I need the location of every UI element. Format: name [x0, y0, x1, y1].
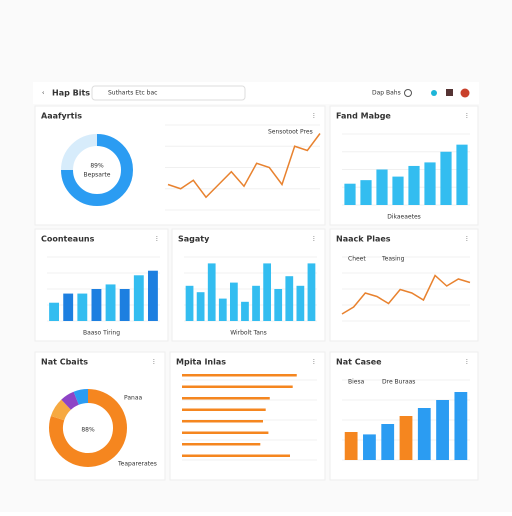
app-title: Hap Bits — [52, 89, 90, 98]
bar — [252, 285, 260, 321]
panel-title: Mpita Inlas — [176, 358, 226, 367]
icon[interactable] — [404, 89, 412, 97]
bar — [218, 298, 227, 321]
bar — [229, 282, 238, 321]
bar — [182, 408, 266, 411]
legend: Cheet — [348, 256, 366, 263]
panel-menu: ⋮ — [464, 113, 470, 120]
bar — [182, 374, 297, 377]
legend: Wirbolt Tans — [230, 330, 267, 337]
panel-title: Coonteauns — [41, 235, 95, 244]
bar — [456, 144, 468, 205]
panel — [329, 228, 479, 342]
bar — [182, 420, 263, 423]
panel-title: Fand Mabge — [336, 112, 391, 121]
note: Sensotoot Pres — [268, 129, 313, 136]
avatar[interactable] — [460, 88, 470, 98]
donut-segment — [50, 399, 72, 421]
panel-title: Nat Cbaits — [41, 358, 88, 367]
bar — [241, 301, 249, 321]
bar — [436, 400, 449, 460]
bar — [381, 424, 395, 460]
legend: Dre Buraas — [382, 379, 415, 386]
panel-menu: ⋮ — [464, 359, 470, 366]
panel-menu: ⋮ — [151, 359, 157, 366]
bar — [424, 162, 436, 205]
panel-menu: ⋮ — [154, 236, 160, 243]
legend: Biesa — [348, 379, 365, 386]
bar — [263, 263, 272, 321]
bar — [440, 151, 452, 205]
panel-menu: ⋮ — [311, 113, 317, 120]
bar — [454, 392, 468, 460]
icon[interactable] — [431, 90, 437, 96]
panel-menu: ⋮ — [464, 236, 470, 243]
donut-sub: Bepsarte — [84, 172, 111, 179]
donut-segment — [61, 391, 80, 410]
search-text: Sutharts Etc bac — [108, 90, 157, 97]
bar — [296, 285, 305, 321]
panel-menu: ⋮ — [311, 359, 317, 366]
legend: Dikaeaetes — [387, 214, 421, 221]
bar — [147, 270, 158, 321]
user-name: Dap Bahs — [372, 90, 401, 97]
panel-title: Aaafyrtis — [41, 112, 82, 121]
panel — [329, 105, 479, 226]
donut-segment — [61, 134, 98, 171]
bar — [196, 292, 205, 321]
line-series — [341, 274, 471, 315]
bar — [91, 289, 102, 321]
donut-segment — [49, 389, 127, 467]
panel — [34, 105, 326, 226]
panel — [34, 228, 169, 342]
bar — [185, 285, 194, 321]
back-icon[interactable]: ‹ — [42, 90, 44, 97]
bar — [363, 434, 376, 460]
bar — [207, 263, 216, 321]
bar — [408, 165, 420, 205]
donut-label: Teaparerates — [117, 461, 157, 468]
bar — [182, 443, 261, 446]
panel — [169, 351, 326, 481]
bar — [274, 289, 283, 321]
bar — [376, 169, 388, 205]
bar — [307, 263, 316, 321]
legend: Baaso Tiring — [83, 330, 120, 337]
bar — [105, 284, 116, 321]
panel-menu: ⋮ — [311, 236, 317, 243]
bar — [63, 293, 74, 321]
bar — [133, 275, 144, 321]
bar — [182, 397, 270, 400]
bar — [77, 293, 88, 321]
panel-title: Sagaty — [178, 235, 210, 244]
panel-title: Nat Casee — [336, 358, 382, 367]
donut-segment — [61, 134, 133, 206]
bar — [49, 302, 60, 321]
legend: Teasing — [381, 256, 405, 263]
panel-title: Naack Plaes — [336, 235, 391, 244]
bar — [182, 454, 290, 457]
donut-center: 89% — [90, 163, 104, 170]
bar — [119, 289, 130, 321]
panel — [171, 228, 326, 342]
donut-label: Panaa — [124, 395, 143, 402]
bar — [344, 183, 356, 205]
donut-segment — [73, 389, 89, 405]
bar — [285, 276, 294, 321]
bar — [344, 432, 358, 460]
bar — [392, 176, 404, 205]
bar — [182, 431, 269, 434]
icon[interactable] — [446, 89, 453, 96]
donut-center: 88% — [81, 427, 95, 434]
bar — [417, 408, 431, 460]
bar — [182, 385, 293, 388]
bar — [399, 416, 413, 460]
bar — [360, 180, 372, 205]
search-box[interactable] — [91, 85, 246, 101]
line-series — [167, 133, 321, 199]
